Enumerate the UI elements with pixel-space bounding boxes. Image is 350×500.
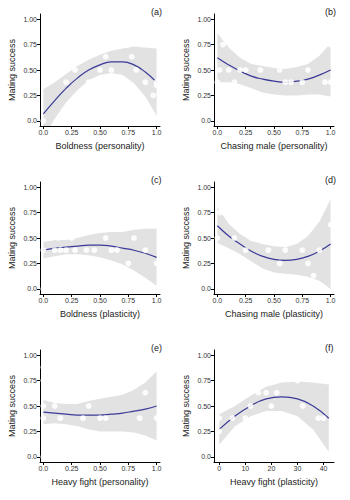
- svg-text:0.50: 0.50: [23, 235, 37, 242]
- svg-text:1.0: 1.0: [152, 465, 162, 472]
- svg-text:Heavy fight (plasticity): Heavy fight (plasticity): [230, 477, 318, 487]
- svg-text:Mating success: Mating success: [181, 374, 191, 437]
- svg-text:10: 10: [241, 465, 249, 472]
- svg-text:0.50: 0.50: [197, 67, 211, 74]
- svg-text:0.75: 0.75: [197, 209, 211, 216]
- svg-text:Chasing male (plasticity): Chasing male (plasticity): [225, 309, 323, 319]
- svg-text:1.00: 1.00: [23, 184, 37, 191]
- svg-text:0.75: 0.75: [23, 377, 37, 384]
- svg-text:0.50: 0.50: [93, 297, 107, 304]
- svg-text:Mating success: Mating success: [7, 38, 17, 101]
- svg-text:0.50: 0.50: [267, 129, 281, 136]
- svg-text:Boldness (personality): Boldness (personality): [55, 141, 144, 151]
- svg-text:30: 30: [294, 465, 302, 472]
- svg-text:Mating success: Mating success: [7, 206, 17, 269]
- svg-text:0.0: 0.0: [201, 453, 211, 460]
- svg-text:0.50: 0.50: [197, 235, 211, 242]
- svg-text:0.75: 0.75: [121, 297, 135, 304]
- svg-text:0.0: 0.0: [27, 453, 37, 460]
- svg-text:0.50: 0.50: [93, 129, 107, 136]
- svg-text:(b): (b): [325, 7, 336, 17]
- svg-text:Heavy fight (personality): Heavy fight (personality): [51, 477, 148, 487]
- svg-text:0.25: 0.25: [65, 465, 79, 472]
- svg-text:20: 20: [267, 465, 275, 472]
- svg-text:40: 40: [320, 465, 328, 472]
- svg-text:0.25: 0.25: [197, 92, 211, 99]
- svg-text:0.25: 0.25: [239, 297, 253, 304]
- svg-text:0.50: 0.50: [267, 297, 281, 304]
- svg-text:0.75: 0.75: [23, 209, 37, 216]
- svg-text:0.50: 0.50: [93, 465, 107, 472]
- svg-text:Mating success: Mating success: [7, 374, 17, 437]
- svg-text:Boldness (plasticity): Boldness (plasticity): [60, 309, 140, 319]
- svg-text:(a): (a): [151, 7, 162, 17]
- svg-text:1.0: 1.0: [326, 129, 336, 136]
- svg-text:0.0: 0.0: [201, 285, 211, 292]
- svg-text:0.50: 0.50: [197, 403, 211, 410]
- svg-text:0.75: 0.75: [197, 41, 211, 48]
- svg-text:Mating success: Mating success: [181, 206, 191, 269]
- svg-text:0: 0: [217, 465, 221, 472]
- svg-text:0.0: 0.0: [27, 117, 37, 124]
- svg-text:0.75: 0.75: [121, 465, 135, 472]
- svg-text:0.75: 0.75: [295, 297, 309, 304]
- svg-text:0.25: 0.25: [65, 129, 79, 136]
- svg-text:(c): (c): [151, 175, 162, 185]
- svg-text:0.50: 0.50: [23, 403, 37, 410]
- svg-text:0.0: 0.0: [201, 117, 211, 124]
- svg-text:(f): (f): [325, 343, 334, 353]
- svg-text:0.0: 0.0: [213, 297, 223, 304]
- svg-text:1.0: 1.0: [152, 129, 162, 136]
- svg-text:0.75: 0.75: [295, 129, 309, 136]
- svg-text:0.0: 0.0: [213, 129, 223, 136]
- svg-text:0.0: 0.0: [39, 297, 49, 304]
- svg-text:1.00: 1.00: [197, 184, 211, 191]
- svg-text:0.0: 0.0: [39, 129, 49, 136]
- svg-text:1.0: 1.0: [152, 297, 162, 304]
- svg-text:0.25: 0.25: [197, 260, 211, 267]
- svg-text:0.75: 0.75: [23, 41, 37, 48]
- svg-text:(e): (e): [151, 343, 162, 353]
- svg-text:0.25: 0.25: [197, 428, 211, 435]
- svg-text:0.50: 0.50: [23, 67, 37, 74]
- svg-text:0.25: 0.25: [239, 129, 253, 136]
- svg-text:0.25: 0.25: [23, 260, 37, 267]
- svg-text:(d): (d): [325, 175, 336, 185]
- svg-text:1.00: 1.00: [23, 352, 37, 359]
- svg-text:0.0: 0.0: [27, 285, 37, 292]
- svg-text:Chasing male (personality): Chasing male (personality): [220, 141, 327, 151]
- svg-text:0.75: 0.75: [197, 377, 211, 384]
- svg-text:0.25: 0.25: [23, 428, 37, 435]
- svg-text:0.75: 0.75: [121, 129, 135, 136]
- svg-text:0.25: 0.25: [65, 297, 79, 304]
- svg-text:1.00: 1.00: [23, 16, 37, 23]
- svg-text:1.00: 1.00: [197, 352, 211, 359]
- svg-text:1.0: 1.0: [326, 297, 336, 304]
- svg-text:0.0: 0.0: [39, 465, 49, 472]
- svg-text:Mating success: Mating success: [181, 38, 191, 101]
- svg-text:0.25: 0.25: [23, 92, 37, 99]
- svg-text:1.00: 1.00: [197, 16, 211, 23]
